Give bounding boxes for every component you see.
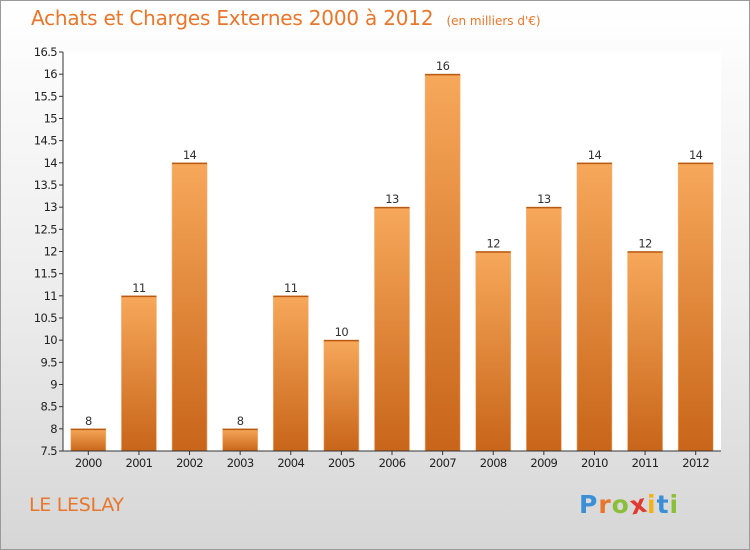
y-tick-label: 9.5 xyxy=(41,355,58,369)
x-tick-label: 2004 xyxy=(277,456,304,470)
logo-letter: P xyxy=(579,490,599,519)
bar xyxy=(627,251,663,452)
y-tick-label: 14 xyxy=(44,156,58,170)
data-label: 13 xyxy=(537,192,551,206)
chart-unit: (en milliers d'€) xyxy=(446,14,541,28)
y-tick-label: 11.5 xyxy=(34,267,57,281)
data-label: 16 xyxy=(436,59,450,73)
x-tick-label: 2000 xyxy=(75,456,102,470)
y-tick-label: 11 xyxy=(44,289,58,303)
y-tick-label: 16 xyxy=(44,67,58,81)
x-tick-label: 2008 xyxy=(480,456,507,470)
y-tick-label: 8 xyxy=(50,422,57,436)
x-tick-label: 2009 xyxy=(530,456,557,470)
x-tick-label: 2012 xyxy=(682,456,709,470)
x-tick-label: 2007 xyxy=(429,456,456,470)
bar xyxy=(222,428,258,452)
data-label: 12 xyxy=(487,237,501,251)
data-label: 14 xyxy=(588,148,602,162)
data-label: 8 xyxy=(85,414,92,428)
data-label: 10 xyxy=(335,325,349,339)
data-label: 12 xyxy=(638,237,652,251)
y-tick-label: 10 xyxy=(44,333,58,347)
y-tick-label: 9 xyxy=(50,378,57,392)
logo-letter: r xyxy=(598,490,612,519)
y-tick-label: 13.5 xyxy=(34,178,57,192)
bar xyxy=(475,251,512,452)
bar xyxy=(70,428,107,452)
bar xyxy=(576,162,613,452)
bar xyxy=(677,162,714,452)
y-tick-label: 7.5 xyxy=(41,444,58,458)
bar xyxy=(171,162,208,452)
chart-title: Achats et Charges Externes 2000 à 2012 xyxy=(31,6,434,30)
x-tick-label: 2010 xyxy=(581,456,608,470)
y-tick-label: 14.5 xyxy=(34,134,57,148)
data-label: 11 xyxy=(132,281,146,295)
data-label: 13 xyxy=(385,192,399,206)
y-tick-label: 12 xyxy=(44,245,58,259)
bar xyxy=(272,295,309,452)
y-tick-label: 10.5 xyxy=(34,311,57,325)
x-tick-label: 2006 xyxy=(379,456,406,470)
bar xyxy=(526,206,562,452)
data-label: 11 xyxy=(284,281,298,295)
data-label: 14 xyxy=(183,148,197,162)
proxiti-logo[interactable]: Proxiti xyxy=(579,489,680,521)
x-tick-label: 2011 xyxy=(632,456,659,470)
logo-letter: i xyxy=(647,490,657,519)
y-tick-label: 15.5 xyxy=(34,89,57,103)
x-tick-label: 2002 xyxy=(176,456,203,470)
y-tick-label: 8.5 xyxy=(41,400,58,414)
bar xyxy=(323,339,360,452)
y-tick-label: 12.5 xyxy=(34,222,57,236)
place-name: LE LESLAY xyxy=(29,494,124,516)
bar xyxy=(424,73,461,452)
logo-letter: t xyxy=(656,490,670,519)
chart-title-block: Achats et Charges Externes 2000 à 2012 (… xyxy=(31,6,541,30)
bar xyxy=(121,295,157,452)
y-tick-label: 13 xyxy=(44,200,58,214)
y-tick-label: 16.5 xyxy=(34,45,57,59)
logo-letter: i xyxy=(669,490,680,519)
bar xyxy=(374,206,410,452)
y-tick-label: 15 xyxy=(44,112,58,126)
x-tick-label: 2001 xyxy=(125,456,152,470)
data-label: 8 xyxy=(237,414,244,428)
logo-letter: o xyxy=(611,490,630,519)
x-tick-label: 2003 xyxy=(227,456,254,470)
x-tick-label: 2005 xyxy=(328,456,355,470)
data-label: 14 xyxy=(689,148,703,162)
